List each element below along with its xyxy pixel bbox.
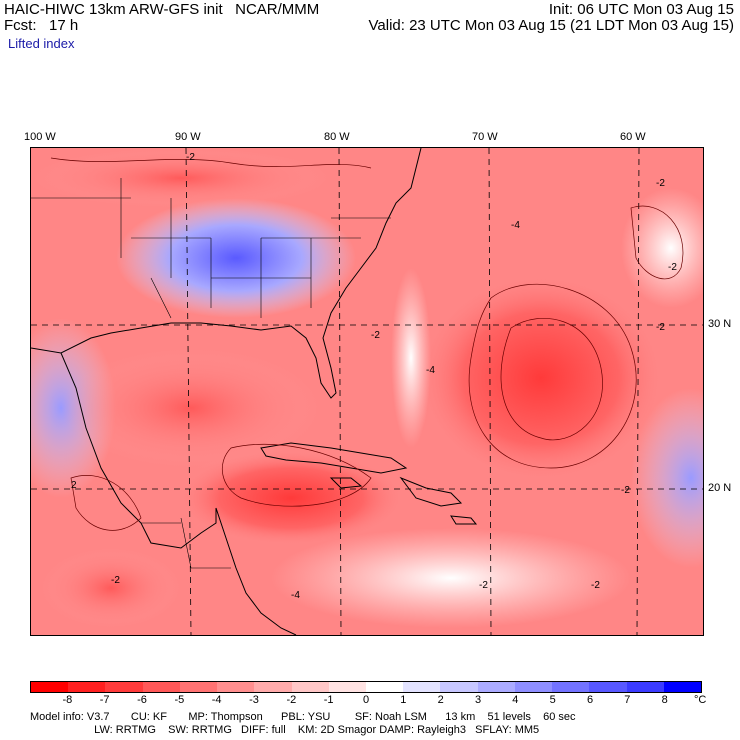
lat-label-30n: 30 N: [708, 318, 732, 330]
color-scale-tick-label: 5: [549, 694, 556, 706]
header-title: HAIC-HIWC 13km ARW-GFS init NCAR/MMM: [4, 1, 320, 18]
color-scale-tick-label: -5: [174, 694, 185, 706]
color-scale-tick-label: -3: [249, 694, 259, 706]
header-valid-time: Valid: 23 UTC Mon 03 Aug 15 (21 LDT Mon …: [368, 17, 735, 34]
color-scale-cell: [328, 682, 366, 692]
color-scale-cell: [217, 682, 255, 692]
lon-label-70w: 70 W: [472, 131, 498, 143]
contour-label: -2: [656, 322, 665, 333]
contour-label: -2: [479, 580, 488, 591]
unstable-core-atlantic: [411, 268, 671, 488]
color-scale-cell: [179, 682, 218, 692]
lon-label-60w: 60 W: [620, 131, 646, 143]
model-info-line-1: Model info: V3.7 CU: KF MP: Thompson PBL…: [30, 711, 576, 723]
contour-label: -2: [656, 178, 665, 189]
unstable-band-north: [31, 148, 331, 208]
lon-label-90w: 90 W: [175, 131, 201, 143]
field-name: Lifted index: [8, 36, 75, 51]
lat-label-20n: 20 N: [708, 482, 732, 494]
unstable-zone-gulf: [61, 348, 321, 468]
model-info-line-2: LW: RRTMG SW: RRTMG DIFF: full KM: 2D Sm…: [30, 724, 540, 736]
lon-label-100w: 100 W: [24, 131, 56, 143]
color-scale-tick-label: 8: [661, 694, 668, 706]
contour-label: -4: [511, 220, 520, 231]
color-scale-cell: [31, 682, 69, 692]
header-init-time: Init: 06 UTC Mon 03 Aug 15: [548, 1, 734, 18]
lat-lon-grid: [31, 148, 703, 635]
color-scale-tick-label: 1: [400, 694, 407, 706]
color-scale-cell: [626, 682, 664, 692]
color-scale-cell: [254, 682, 292, 692]
color-scale-tick-label: 3: [474, 694, 482, 706]
color-scale-tick-label: 7: [624, 694, 631, 706]
color-scale-cell: [589, 682, 627, 692]
color-scale-cell: [440, 682, 478, 692]
neutral-zone-south-caribbean: [271, 528, 631, 628]
stable-zone-southeast-us: [116, 198, 356, 318]
neutral-zone-northeast: [621, 188, 703, 308]
color-scale-tick-label: -7: [99, 694, 110, 706]
lifted-index-map: -2 -4 -2 -2 -2 -2 -4 -2 -2 -2 -2 2 -4: [30, 147, 704, 636]
color-scale-tick-label: -8: [62, 694, 73, 706]
political-borders: [31, 178, 391, 569]
color-scale-cell: [663, 682, 701, 692]
contours: [50, 157, 684, 531]
neutral-band-florida-east: [391, 268, 431, 448]
header-forecast-hour: Fcst: 17 h: [4, 17, 79, 34]
color-scale-tick-label: -4: [211, 694, 222, 706]
contour-label: -2: [591, 580, 600, 591]
color-scale-bar: [30, 681, 702, 693]
contour-label: -2: [186, 152, 195, 163]
contour-label: -4: [426, 365, 435, 376]
color-scale-cell: [291, 682, 329, 692]
color-scale-tick-label: 0: [362, 694, 370, 706]
contour-label: -2: [668, 262, 677, 273]
color-scale-cell: [365, 682, 404, 692]
color-scale-cell: [403, 682, 441, 692]
color-scale-cell: [514, 682, 553, 692]
color-scale-cell: [552, 682, 590, 692]
color-scale-cell: [477, 682, 515, 692]
color-scale-unit: °C: [694, 694, 707, 706]
color-scale-tick-label: -1: [323, 694, 334, 706]
contour-label: -2: [371, 330, 380, 341]
color-scale-tick-label: -6: [137, 694, 147, 706]
contour-label: -4: [291, 590, 300, 601]
contour-label: -2: [111, 575, 120, 586]
contour-labels: -2 -4 -2 -2 -2 -2 -4 -2 -2 -2 -2 2 -4: [71, 152, 677, 601]
coastlines: [31, 148, 478, 635]
unstable-core-caribbean: [171, 448, 411, 548]
color-scale-tick-label: 4: [512, 694, 519, 706]
color-scale-tick-label: -2: [286, 694, 297, 706]
contour-label: -2: [621, 485, 630, 496]
contour-label: 2: [71, 480, 77, 491]
color-scale-tick-label: 2: [437, 694, 444, 706]
unstable-zone-pacific: [41, 548, 181, 628]
color-scale-cell: [68, 682, 106, 692]
map-canvas: -2 -4 -2 -2 -2 -2 -4 -2 -2 -2 -2 2 -4: [31, 148, 703, 635]
color-scale-tick-label: 6: [586, 694, 594, 706]
color-scale-cell: [142, 682, 180, 692]
lon-label-80w: 80 W: [324, 131, 350, 143]
color-scale-cell: [105, 682, 143, 692]
